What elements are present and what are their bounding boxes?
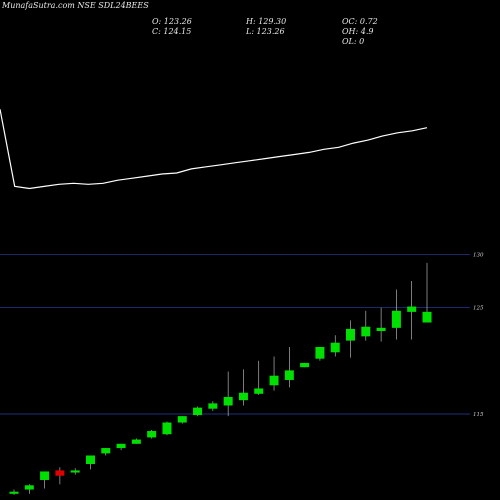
candle-body — [361, 326, 371, 337]
indicator-panel — [0, 109, 428, 190]
candle-body — [300, 362, 310, 368]
candle-body — [376, 327, 386, 332]
candle-body — [70, 470, 80, 473]
candle-body — [24, 485, 34, 490]
candle-body — [407, 306, 417, 312]
candle-body — [40, 471, 50, 480]
candle-body — [147, 431, 157, 438]
candle-body — [223, 396, 233, 406]
candle-body — [9, 491, 19, 494]
candle-body — [131, 439, 141, 444]
close-readout: C: 124.15 — [152, 27, 191, 36]
candle-body — [162, 422, 172, 435]
y-tick-label-125: 125 — [473, 306, 484, 312]
candle-body — [254, 388, 264, 394]
candle-body — [422, 311, 432, 323]
ol-readout: OL: 0 — [342, 37, 364, 46]
candle-body — [346, 328, 356, 341]
candle-body — [177, 416, 187, 423]
open-readout: O: 123.26 — [152, 17, 192, 26]
candle-body — [101, 448, 111, 454]
candle-body — [284, 370, 294, 380]
chart-header: MunafaSutra.com NSE SDL24BEES O: 123.26 … — [1, 1, 378, 46]
candle-body — [208, 403, 218, 409]
candle-body — [55, 470, 65, 476]
candle-body — [269, 375, 279, 386]
candle-body — [238, 392, 248, 401]
candle-body — [116, 443, 126, 449]
oc-readout: OC: 0.72 — [342, 17, 378, 26]
candlestick-series — [9, 262, 432, 495]
y-tick-label-130: 130 — [473, 252, 484, 258]
oh-readout: OH: 4.9 — [342, 27, 374, 36]
candle-body — [315, 346, 325, 359]
indicator-line — [0, 109, 428, 190]
candle-body — [391, 310, 401, 328]
candle-body — [330, 342, 340, 353]
y-tick-label-115: 115 — [473, 412, 484, 418]
candle-body — [85, 455, 95, 465]
low-readout: L: 123.26 — [245, 27, 285, 36]
chart-title: MunafaSutra.com NSE SDL24BEES — [1, 1, 149, 10]
price-gridlines: 130 125 115 — [0, 252, 484, 418]
candle-body — [193, 407, 203, 416]
high-readout: H: 129.30 — [245, 17, 286, 26]
